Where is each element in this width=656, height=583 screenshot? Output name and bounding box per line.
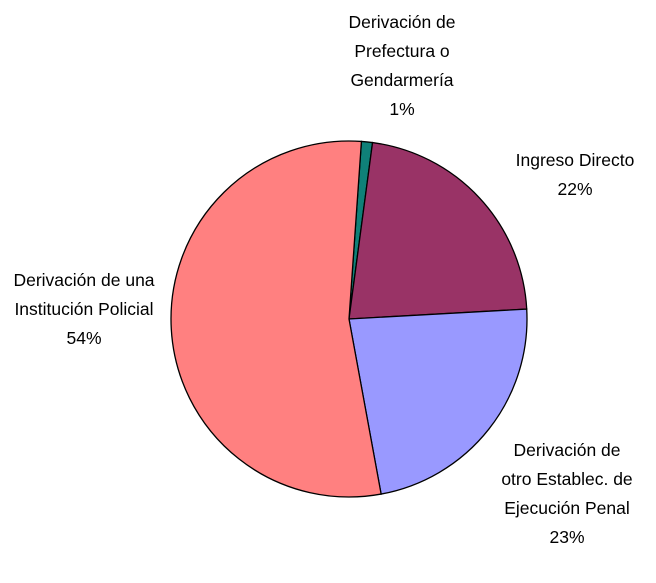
pie-slice bbox=[170, 140, 382, 498]
slice-label: Derivación de Prefectura o Gendarmería 1% bbox=[327, 8, 477, 124]
percent-label: 22% bbox=[557, 179, 593, 199]
pie-slice bbox=[348, 141, 528, 320]
category-name: Derivación de una Institución Policial bbox=[13, 270, 155, 319]
category-name: Derivación de Prefectura o Gendarmería bbox=[348, 12, 456, 90]
slice-label: Ingreso Directo 22% bbox=[475, 146, 656, 204]
pie-slice bbox=[348, 308, 528, 495]
percent-label: 23% bbox=[549, 527, 585, 547]
slice-label: Derivación de una Institución Policial 54… bbox=[9, 266, 159, 353]
percent-label: 1% bbox=[389, 99, 415, 119]
category-name: Derivación de otro Establec. de Ejecució… bbox=[501, 440, 633, 518]
slice-label: Derivación de otro Establec. de Ejecució… bbox=[497, 436, 637, 552]
category-name: Ingreso Directo bbox=[515, 150, 635, 170]
percent-label: 54% bbox=[66, 328, 102, 348]
